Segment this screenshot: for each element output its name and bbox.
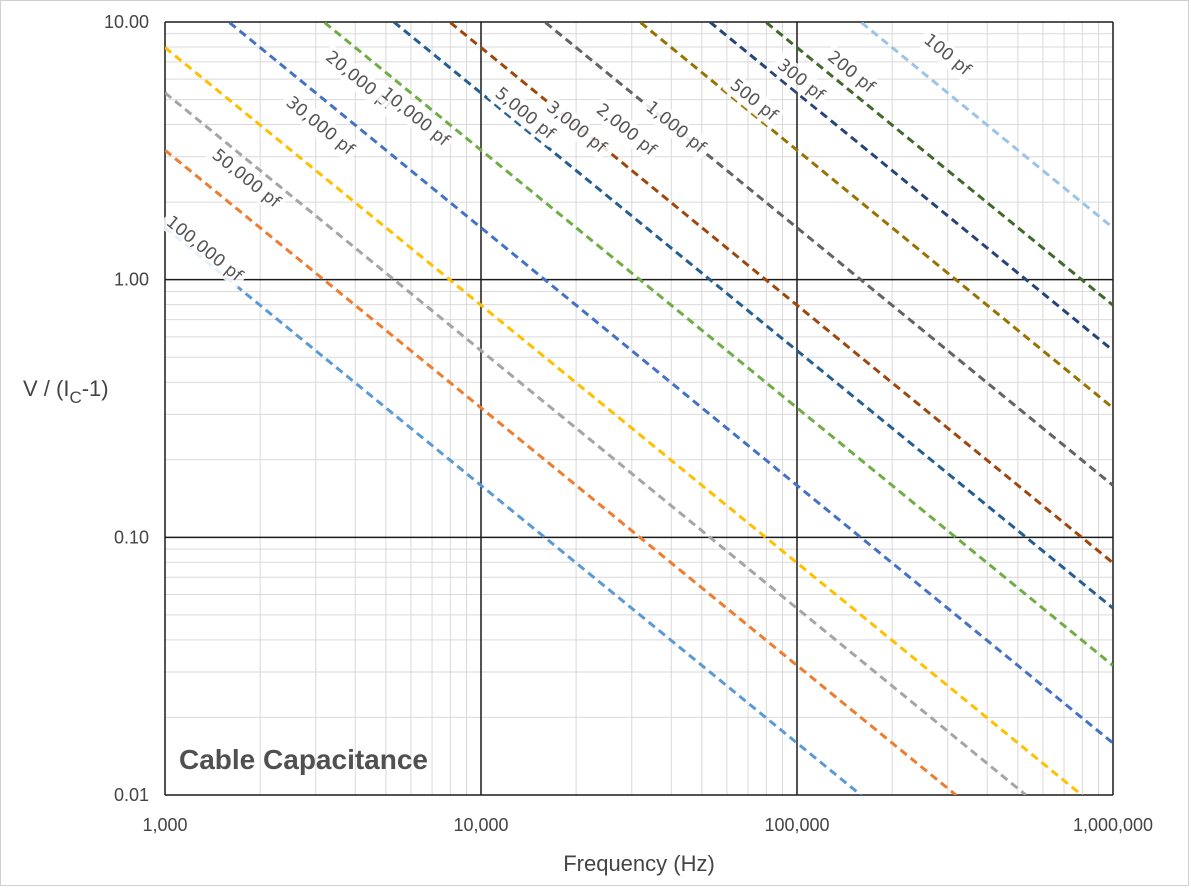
series-line: [228, 22, 1113, 745]
series-label-background: [204, 141, 288, 216]
series-line: [165, 46, 1084, 795]
series-lines: [165, 22, 1113, 795]
series-label-background: [722, 71, 785, 129]
chart-title: Cable Capacitance: [179, 744, 428, 775]
series-line: [544, 22, 1113, 487]
series-line: [392, 22, 1113, 610]
y-axis-title-prefix: V / (I: [23, 376, 69, 401]
y-tick-label: 0.01: [114, 785, 149, 805]
series-label-background: [819, 43, 883, 101]
y-axis-title-subscript: C: [69, 388, 81, 407]
x-tick-label: 1,000,000: [1073, 815, 1153, 835]
series-label-background: [158, 208, 250, 290]
series-label-background: [373, 80, 457, 154]
series-line: [860, 22, 1113, 229]
x-axis-title: Frequency (Hz): [563, 851, 715, 876]
series-label: 100,000 pf: [162, 212, 247, 287]
series-label-background: [769, 51, 832, 109]
y-tick-label: 10.00: [104, 12, 149, 32]
x-tick-label: 100,000: [764, 815, 829, 835]
series-line: [165, 91, 1027, 795]
tick-labels: 1,000 10,000 100,000 1,000,000 10.00 1.00 0.10…: [104, 12, 1153, 835]
series-label-background: [637, 93, 713, 161]
series-line: [165, 149, 958, 795]
series-line: [708, 22, 1113, 352]
series-label-background: [538, 93, 614, 161]
y-axis-title: V / (IC-1): [23, 376, 109, 407]
y-tick-label: 0.10: [114, 527, 149, 547]
y-tick-label: 1.00: [114, 270, 149, 290]
series-label-background: [278, 89, 362, 163]
series-label-background: [588, 96, 664, 164]
y-axis-title-suffix: -1): [82, 376, 109, 401]
series-label-background: [915, 26, 979, 84]
series-label: 10,000 pf: [377, 84, 454, 152]
series-label-background: [487, 80, 563, 148]
series-line: [765, 22, 1113, 307]
series-line: [165, 226, 863, 795]
series-line: [323, 22, 1113, 667]
series-label: 50,000 pf: [208, 145, 285, 213]
x-tick-label: 1,000: [142, 815, 187, 835]
series-line: [639, 22, 1113, 410]
x-tick-label: 10,000: [453, 815, 508, 835]
series-label: 30,000 pf: [282, 93, 359, 161]
